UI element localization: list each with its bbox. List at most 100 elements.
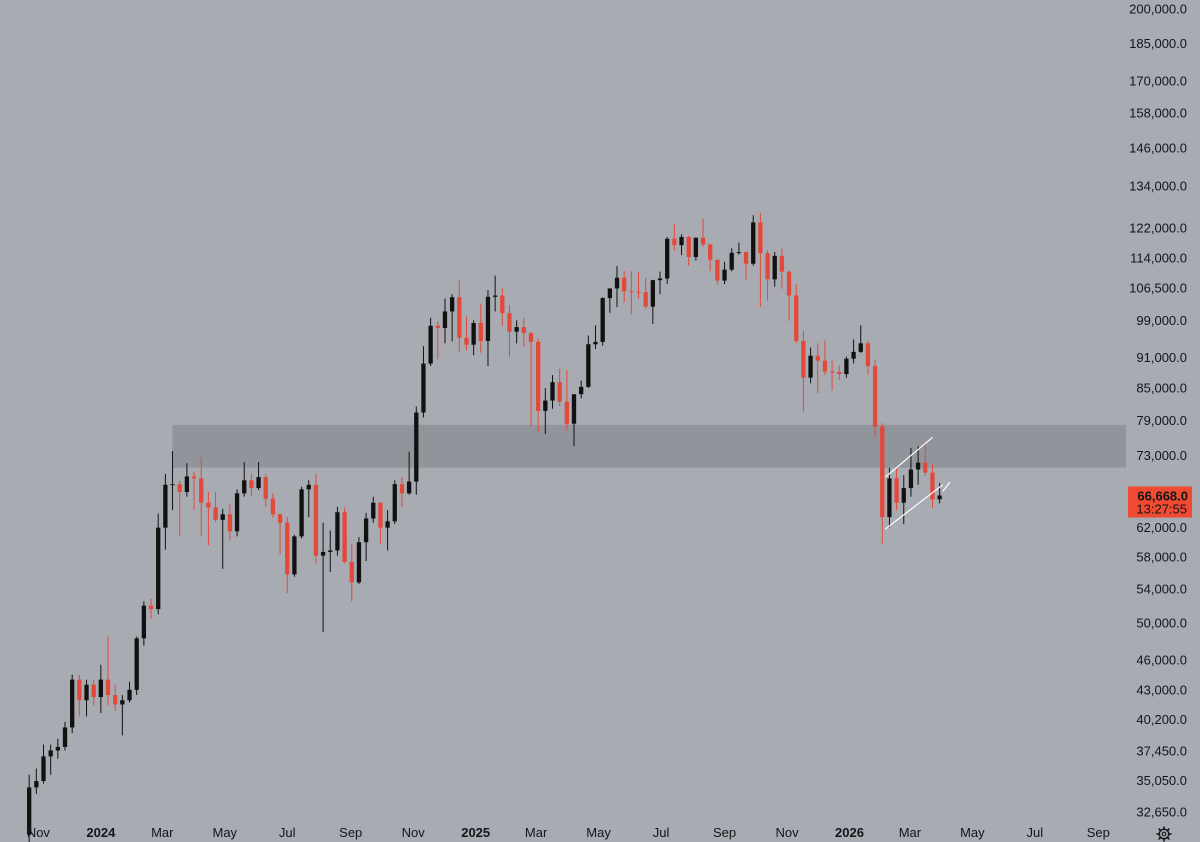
candle-body	[923, 462, 928, 473]
candle-body	[320, 551, 326, 556]
candle-body	[191, 476, 197, 479]
time-tick-label: May	[586, 825, 611, 840]
candle	[120, 695, 125, 736]
candle	[478, 304, 483, 353]
candle	[148, 598, 154, 619]
candle	[41, 744, 46, 784]
candle-body	[270, 498, 276, 515]
candle	[557, 368, 562, 406]
candle-body	[414, 412, 419, 482]
price-tick-label: 79,000.0	[1136, 413, 1187, 428]
candle-body	[70, 679, 75, 728]
candle	[887, 467, 892, 528]
candle	[693, 237, 699, 261]
candle-body	[105, 679, 111, 696]
candle	[328, 530, 333, 572]
candle	[34, 768, 39, 794]
candle	[349, 543, 354, 602]
candle	[84, 679, 89, 717]
channel-line-mid	[942, 481, 951, 492]
candle	[801, 331, 806, 412]
candle-body	[328, 550, 333, 552]
candle-body	[887, 478, 892, 518]
candle	[292, 534, 297, 577]
candle	[306, 480, 311, 518]
candle	[127, 681, 132, 703]
price-tick-label: 37,450.0	[1136, 744, 1187, 759]
candle-body	[657, 278, 663, 281]
candle-body	[829, 371, 835, 373]
candle-body	[55, 746, 60, 751]
candle	[829, 360, 835, 391]
candle-body	[700, 237, 706, 245]
candle	[672, 223, 677, 251]
candle	[715, 259, 720, 285]
candle-body	[342, 512, 347, 562]
candle	[464, 316, 469, 351]
candle	[457, 280, 462, 352]
candle-body	[120, 700, 125, 705]
candle	[700, 218, 706, 248]
price-tick-label: 200,000.0	[1129, 1, 1187, 16]
candle	[765, 250, 770, 301]
candlesticks	[27, 212, 942, 842]
candle	[779, 248, 785, 289]
candle	[449, 294, 455, 342]
candle-body	[385, 521, 390, 528]
candle-body	[378, 502, 383, 528]
candle	[851, 339, 856, 364]
candle	[622, 270, 627, 303]
candle-body	[184, 476, 190, 493]
candle-body	[858, 343, 863, 352]
candle	[794, 283, 799, 344]
candle-body	[249, 480, 254, 489]
candle-body	[880, 426, 885, 518]
price-axis[interactable]: 200,000.0 185,000.0 170,000.0 158,000.0 146,…	[1129, 1, 1187, 819]
time-axis[interactable]: Nov 2024 Mar May Jul Sep Nov 2025 Mar May Jul Sep No…	[27, 825, 1110, 840]
candle-body	[428, 325, 433, 364]
candle	[901, 475, 906, 525]
candle-body	[464, 337, 469, 345]
candle-body	[98, 679, 104, 698]
candle	[335, 506, 340, 556]
gear-icon[interactable]	[1156, 826, 1172, 842]
candle	[822, 340, 828, 376]
candle-body	[729, 252, 734, 270]
time-tick-label: May	[212, 825, 237, 840]
time-tick-label: 2024	[86, 825, 116, 840]
candle-body	[607, 288, 612, 299]
candle-body	[786, 271, 792, 296]
candle	[837, 365, 842, 381]
candle	[342, 507, 347, 564]
candle	[923, 443, 928, 476]
candle-body	[543, 400, 548, 411]
candle	[772, 252, 777, 287]
price-tick-label: 58,000.0	[1136, 550, 1187, 565]
candle	[564, 370, 569, 431]
candle-body	[34, 781, 39, 788]
candle-body	[779, 255, 785, 272]
time-tick-label: Mar	[525, 825, 548, 840]
candle-body	[693, 237, 699, 258]
trend-channel	[884, 437, 951, 530]
last-price-label: 66,668.0	[1137, 489, 1188, 504]
candle-body	[636, 291, 641, 293]
candle	[234, 489, 240, 537]
candle	[514, 320, 519, 344]
price-tick-label: 106,500.0	[1129, 280, 1187, 295]
candle-body	[406, 481, 412, 494]
price-tick-label: 99,000.0	[1136, 313, 1187, 328]
candle	[543, 387, 548, 434]
candle	[758, 212, 763, 308]
candle	[206, 492, 211, 546]
candle-body	[629, 291, 634, 293]
candle	[421, 346, 426, 418]
candle	[679, 234, 684, 256]
candle	[736, 242, 742, 255]
candle	[586, 335, 591, 388]
candle-body	[27, 787, 32, 835]
candle	[156, 513, 161, 615]
candle-body	[62, 727, 68, 747]
candle	[320, 522, 326, 632]
